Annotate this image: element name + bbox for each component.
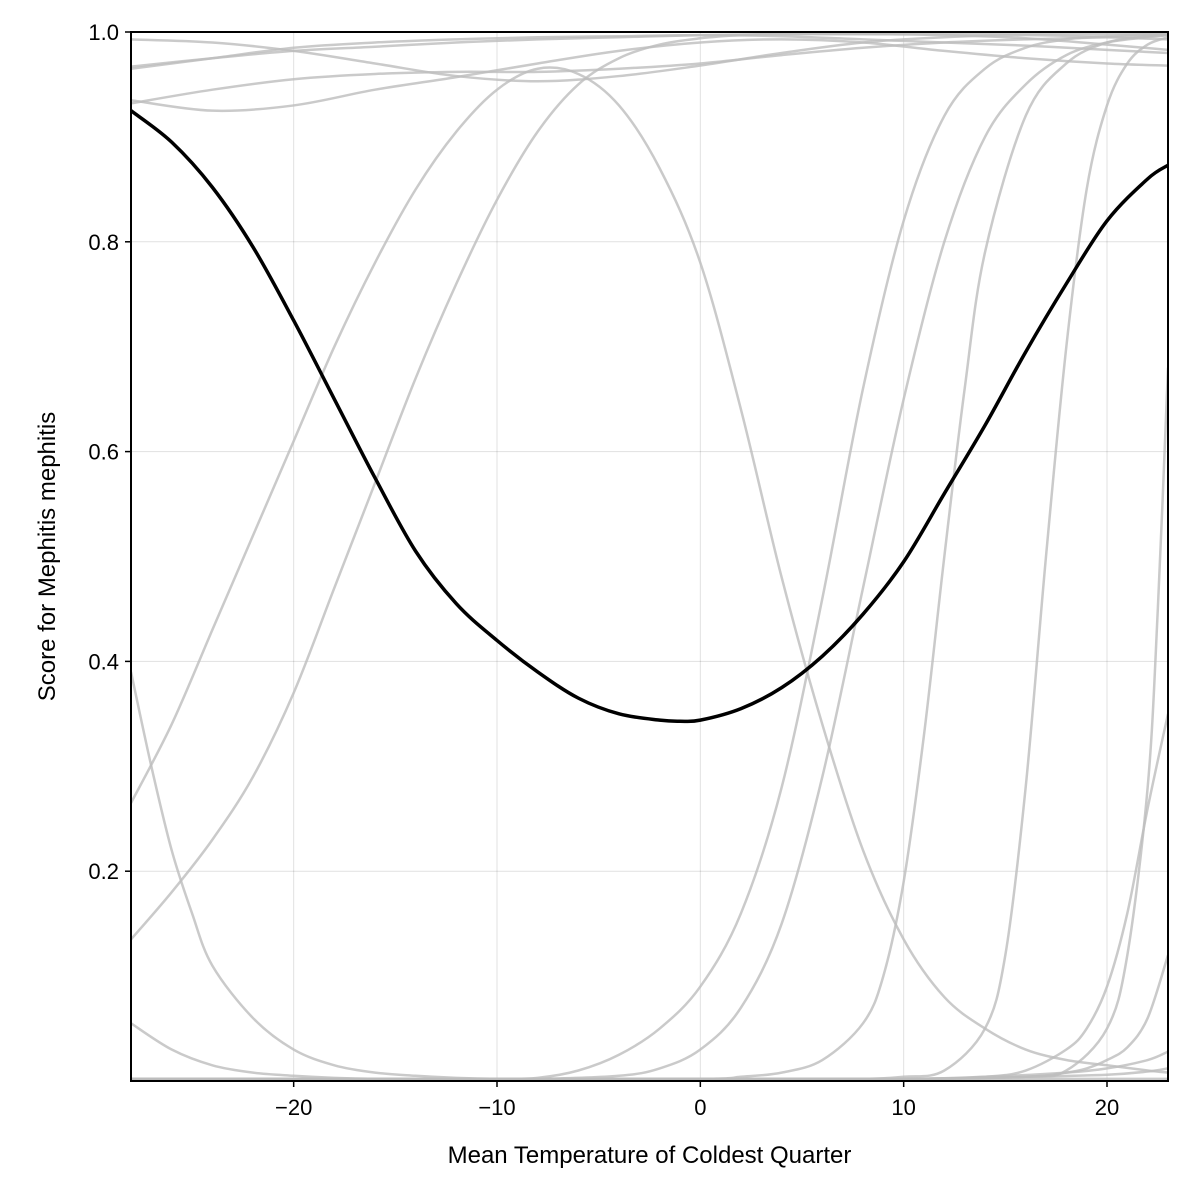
y-axis-label: Score for Mephitis mephitis — [34, 412, 61, 701]
y-tick-label: 0.2 — [88, 859, 119, 884]
y-tick-label: 1.0 — [88, 20, 119, 45]
background-curve — [131, 33, 1168, 1081]
background-curve — [131, 671, 1168, 1081]
x-tick-label: −20 — [275, 1095, 312, 1120]
y-tick-label: 0.8 — [88, 230, 119, 255]
y-tick-label: 0.4 — [88, 649, 119, 674]
main-curve-layer — [131, 109, 1168, 724]
background-curve — [131, 32, 1168, 941]
x-tick-label: 10 — [891, 1095, 915, 1120]
background-curve — [131, 36, 1168, 1081]
x-tick-label: 0 — [694, 1095, 706, 1120]
axis-ticks: −20 −10 0 10 20 0.2 0.4 0.6 0.8 1.0 — [88, 20, 1119, 1120]
x-axis-label: Mean Temperature of Coldest Quarter — [448, 1142, 852, 1169]
background-curve — [131, 954, 1168, 1081]
x-tick-label: 20 — [1095, 1095, 1119, 1120]
background-curve — [131, 66, 1168, 1074]
background-curve — [131, 367, 1168, 1081]
grid-lines — [131, 31, 1168, 1081]
background-curve — [131, 1067, 1168, 1081]
background-curve — [131, 33, 1168, 105]
main-curve — [131, 109, 1168, 724]
x-tick-label: −10 — [478, 1095, 515, 1120]
background-curve — [131, 32, 1168, 1081]
y-tick-label: 0.6 — [88, 440, 119, 465]
background-curves — [131, 32, 1168, 1081]
plot-frame — [130, 31, 1169, 1082]
background-curve — [131, 32, 1168, 1081]
